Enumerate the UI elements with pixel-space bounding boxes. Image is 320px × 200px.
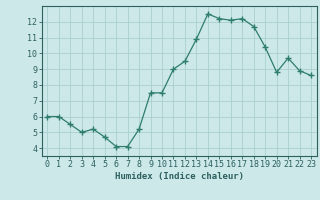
X-axis label: Humidex (Indice chaleur): Humidex (Indice chaleur) (115, 172, 244, 181)
